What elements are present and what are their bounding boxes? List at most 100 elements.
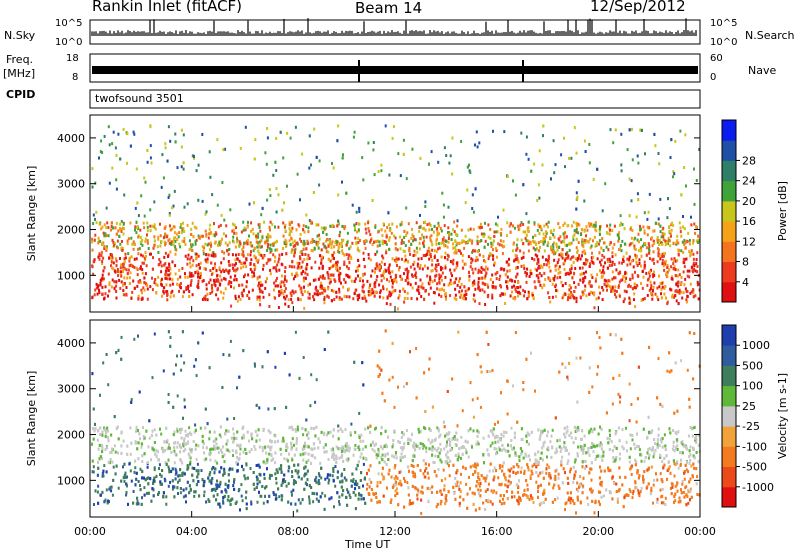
echo-cell <box>380 228 383 232</box>
echo-cell <box>395 225 398 229</box>
echo-cell <box>232 266 235 270</box>
echo-cell <box>563 236 566 240</box>
echo-cell <box>160 240 163 243</box>
echo-cell <box>542 232 545 236</box>
echo-cell <box>618 261 621 265</box>
echo-cell <box>122 227 125 231</box>
echo-cell <box>537 249 540 253</box>
echo-cell <box>622 259 625 263</box>
echo-cell <box>141 261 144 265</box>
echo-cell <box>400 222 403 226</box>
echo-cell <box>319 254 322 258</box>
echo-cell <box>260 245 263 249</box>
echo-cell <box>253 254 256 258</box>
echo-cell <box>294 251 296 254</box>
echo-cell <box>608 279 611 283</box>
echo-cell <box>234 297 237 300</box>
echo-cell <box>369 238 372 242</box>
echo-cell <box>669 244 672 248</box>
echo-cell <box>495 230 498 234</box>
echo-cell <box>575 207 578 211</box>
echo-cell <box>460 251 462 255</box>
nsearch-tick-bottom: 10^0 <box>710 37 738 48</box>
echo-cell <box>478 287 481 291</box>
nave-tick-bottom: 0 <box>710 72 717 83</box>
echo-cell <box>399 247 402 251</box>
echo-cell <box>631 127 633 131</box>
echo-cell <box>165 283 168 287</box>
echo-cell <box>365 299 368 303</box>
echo-cell <box>447 226 450 230</box>
echo-cell <box>156 245 159 249</box>
echo-cell <box>166 277 169 281</box>
echo-cell <box>143 226 146 230</box>
echo-cell <box>641 244 644 248</box>
echo-cell <box>484 239 487 243</box>
echo-cell <box>354 228 356 232</box>
echo-cell <box>189 265 192 269</box>
echo-cell <box>618 231 621 235</box>
echo-cell <box>585 234 587 238</box>
echo-cell <box>486 295 489 299</box>
echo-cell <box>335 261 338 265</box>
echo-cell <box>538 232 541 236</box>
echo-cell <box>677 268 680 272</box>
echo-cell <box>523 266 526 270</box>
echo-cell <box>208 150 211 154</box>
echo-cell <box>276 239 278 243</box>
echo-cell <box>328 267 331 271</box>
echo-cell <box>659 224 662 228</box>
echo-cell <box>471 281 474 285</box>
echo-cell <box>291 265 293 269</box>
echo-cell <box>120 229 123 233</box>
echo-cell <box>309 240 312 244</box>
echo-cell <box>571 294 574 298</box>
echo-cell <box>308 166 311 170</box>
echo-cell <box>317 242 320 245</box>
echo-cell <box>302 276 305 280</box>
echo-cell <box>149 208 152 212</box>
echo-cell <box>584 284 587 288</box>
echo-cell <box>417 257 420 261</box>
echo-cell <box>119 266 122 270</box>
echo-cell <box>389 302 392 306</box>
echo-cell <box>569 296 572 300</box>
echo-cell <box>511 224 514 228</box>
echo-cell <box>527 290 530 294</box>
echo-cell <box>350 279 353 283</box>
echo-cell <box>363 240 366 244</box>
echo-cell <box>308 219 311 222</box>
echo-cell <box>189 247 192 251</box>
echo-cell <box>620 169 623 173</box>
echo-cell <box>535 268 538 272</box>
echo-cell <box>257 223 260 227</box>
echo-cell <box>412 235 415 238</box>
echo-cell <box>342 153 344 157</box>
echo-cell <box>419 237 422 241</box>
echo-cell <box>636 254 638 258</box>
echo-cell <box>206 260 209 264</box>
echo-cell <box>489 278 492 281</box>
echo-cell <box>669 287 672 291</box>
echo-cell <box>252 232 255 236</box>
echo-cell <box>470 257 473 261</box>
echo-cell <box>670 228 673 232</box>
echo-cell <box>571 255 573 259</box>
echo-cell <box>514 193 517 197</box>
echo-cell <box>447 205 450 209</box>
echo-cell <box>337 246 340 250</box>
echo-cell <box>190 274 193 278</box>
echo-cell <box>184 242 187 246</box>
echo-cell <box>517 225 520 228</box>
echo-cell <box>111 266 114 270</box>
echo-cell <box>357 236 360 240</box>
echo-cell <box>620 278 623 282</box>
echo-cell <box>100 254 103 258</box>
echo-cell <box>685 289 688 293</box>
echo-cell <box>160 270 163 274</box>
echo-cell <box>666 270 669 274</box>
echo-cell <box>227 252 230 256</box>
echo-cell <box>550 248 553 252</box>
freq-panel <box>89 53 701 83</box>
echo-cell <box>543 249 546 253</box>
